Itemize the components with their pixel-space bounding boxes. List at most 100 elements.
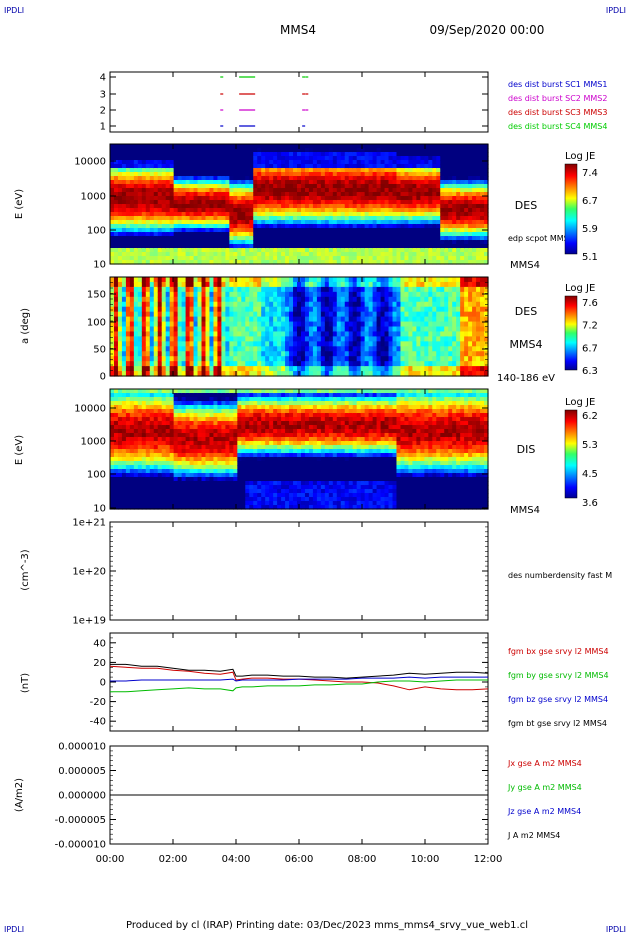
des-energy-cell [221,144,226,149]
des-pitch-cell [225,326,230,333]
des-energy-cell [352,236,358,241]
dis-energy-cell [117,437,123,442]
des-energy-cell [448,200,453,205]
des-energy-cell [344,156,350,161]
des-energy-cell [281,184,286,189]
des-energy-cell [161,184,167,189]
des-energy-cell [245,236,250,241]
des-energy-cell [428,180,433,185]
des-pitch-cell [197,306,203,313]
des-pitch-cell [205,306,211,313]
des-pitch-cell [285,371,290,377]
des-energy-cell [113,156,119,161]
des-energy-cell [177,256,183,261]
des-energy-cell [273,188,278,193]
des-pitch-cell [320,346,326,352]
dis-energy-spectrogram [110,389,489,510]
des-pitch-cell [384,291,390,298]
des-energy-cell [312,204,318,209]
des-pitch-cell [197,277,203,283]
des-energy-cell [117,180,123,185]
des-pitch-cell [324,321,330,328]
des-energy-cell [424,152,429,157]
des-energy-cell [480,144,485,149]
des-energy-cell [205,168,211,173]
des-pitch-cell [352,301,358,308]
des-energy-cell [241,160,246,165]
des-energy-cell [308,204,314,209]
des-pitch-cell [428,336,433,342]
des-energy-cell [464,232,469,237]
des-energy-cell [404,256,410,261]
des-energy-cell [289,168,294,173]
des-pitch-cell [384,301,390,308]
des-pitch-cell [460,331,465,337]
des-pitch-cell [348,336,354,342]
des-pitch-cell [217,296,223,303]
des-pitch-cell [340,286,346,293]
des-pitch-cell [336,306,342,313]
des-energy-cell [388,248,394,253]
des-energy-cell [468,260,473,265]
des-energy-cell [161,248,167,253]
des-pitch-cell [332,371,338,377]
des-energy-cell [408,164,413,169]
des-energy-cell [304,192,310,197]
des-energy-cell [460,260,465,265]
des-energy-cell [161,148,167,153]
des-pitch-cell [161,351,167,357]
des-pitch-cell [300,371,306,377]
des-pitch-cell [448,281,453,288]
des-energy-cell [161,232,167,237]
des-energy-cell [253,192,258,197]
dis-energy-cell [121,397,127,402]
des-pitch-cell [281,351,286,357]
des-pitch-cell [265,296,270,303]
des-pitch-cell [281,301,286,308]
des-energy-cell [464,212,469,217]
des-energy-cell [281,224,286,229]
des-energy-cell [193,260,199,265]
des-pitch-cell [113,366,119,372]
des-pitch-cell [197,296,203,303]
des-energy-cell [340,196,346,201]
des-pitch-cell [121,331,127,337]
des-pitch-cell [181,326,187,333]
burst-y-tick-label: 4 [100,73,106,84]
des-energy-cell [153,228,159,233]
des-energy-cell [165,152,171,157]
des-energy-cell [241,192,246,197]
des-pitch-cell [316,361,322,367]
des-pitch-cell [189,371,195,377]
des-pitch-cell [360,336,366,342]
des-pitch-cell [388,336,394,342]
des-pitch-cell [273,291,278,298]
des-energy-cell [384,144,390,149]
des-energy-cell [245,220,250,225]
des-energy-cell [110,172,115,177]
des-energy-cell [169,168,175,173]
des-energy-cell [173,152,179,157]
des-energy-cell [229,232,234,237]
des-energy-cell [384,216,390,221]
des-pitch-cell [452,361,457,367]
des-energy-cell [452,208,457,213]
des-energy-cell [316,168,322,173]
des-energy-cell [344,152,350,157]
des-energy-cell [304,248,310,253]
des-energy-cell [428,168,433,173]
des-energy-cell [332,204,338,209]
des-pitch-cell [440,301,445,308]
des-pitch-cell [472,281,477,288]
des-energy-cell [277,180,282,185]
des-energy-cell [273,232,278,237]
des-energy-cell [384,232,390,237]
des-energy-cell [129,176,135,181]
des-pitch-cell [137,336,143,342]
des-energy-cell [289,196,294,201]
des-energy-cell [209,248,215,253]
des-energy-cell [181,196,187,201]
des-energy-cell [261,244,266,249]
des-energy-cell [388,168,394,173]
des-energy-cell [332,172,338,177]
